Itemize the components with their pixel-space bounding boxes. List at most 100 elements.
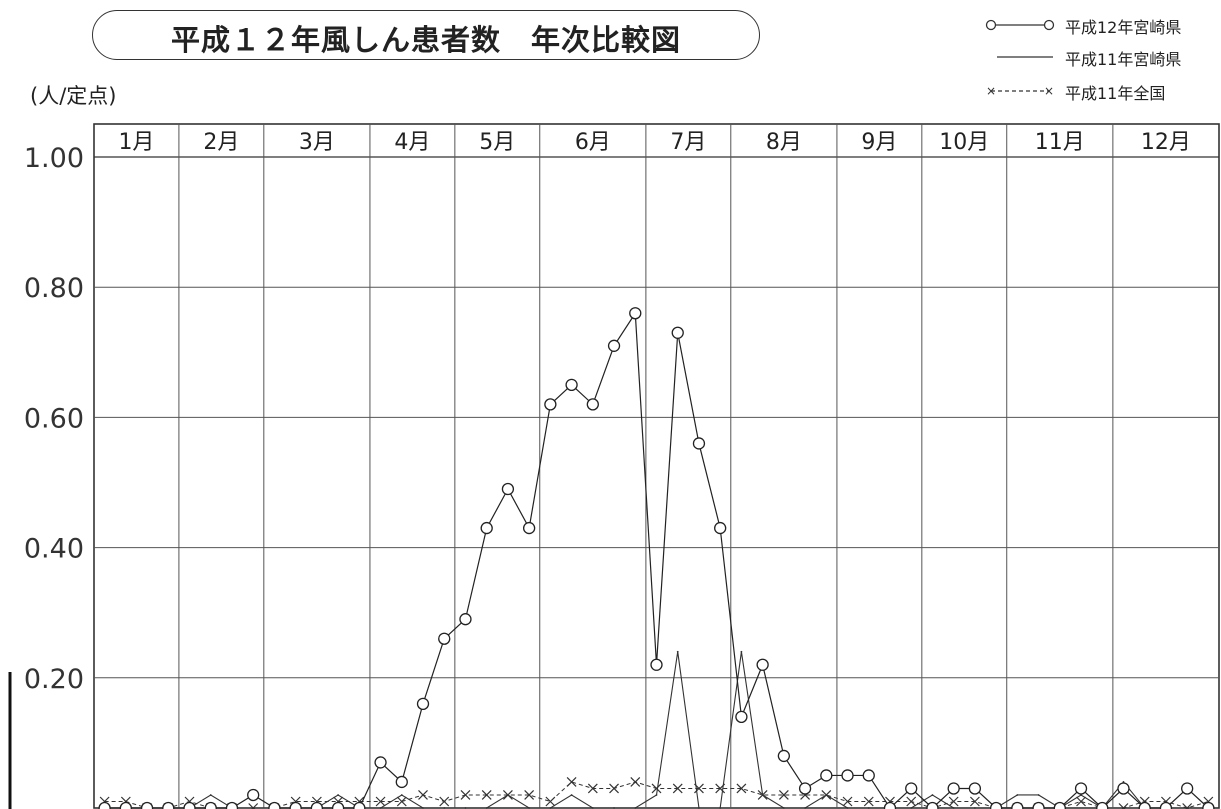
data-point-s12: [714, 521, 727, 535]
data-point-n11: [906, 796, 917, 807]
data-point-s12: [162, 801, 175, 809]
y-tick-label: 0.20: [24, 664, 84, 695]
data-point-n11: [948, 796, 959, 807]
data-point-s12: [926, 801, 939, 809]
svg-text:×: ×: [1044, 84, 1054, 98]
data-point-n11: [1076, 796, 1086, 807]
data-point-s12: [947, 782, 960, 795]
data-point-s12: [268, 801, 281, 809]
data-point-s12: [735, 710, 748, 724]
data-point-s12: [756, 658, 769, 671]
month-label: 10月: [939, 130, 989, 155]
series-s11: [103, 650, 1210, 809]
legend-item-n11: × × 平成11年全国: [983, 80, 1219, 103]
data-point-s11: [719, 807, 722, 809]
data-point-s12: [183, 801, 196, 809]
y-tick-label: 0.80: [24, 273, 84, 304]
data-point-n11: [566, 777, 577, 787]
data-point-n11: [418, 790, 428, 800]
y-tick-labels: 1.00 0.80 0.60 0.40 0.20: [24, 143, 84, 695]
data-point-s12: [140, 801, 154, 809]
data-point-s12: [438, 632, 451, 645]
data-point-n11: [502, 790, 513, 800]
data-point-s11: [570, 794, 573, 796]
data-point-s12: [247, 788, 260, 802]
data-point-s11: [698, 807, 700, 809]
data-point-s11: [952, 807, 955, 809]
data-point-s12: [395, 775, 408, 789]
series-line-s11: [104, 651, 1209, 809]
data-point-s11: [782, 807, 785, 809]
data-point-s12: [692, 437, 706, 450]
data-point-s11: [591, 807, 594, 809]
data-point-s11: [485, 807, 488, 809]
data-point-n11: [524, 790, 535, 800]
data-point-s11: [613, 807, 615, 809]
data-point-s12: [544, 398, 557, 411]
legend-label: 平成11年全国: [1065, 84, 1166, 103]
data-point-n11: [1182, 803, 1193, 809]
data-point-s12: [1096, 801, 1109, 809]
data-point-s12: [650, 658, 663, 671]
data-point-n11: [587, 783, 598, 794]
data-point-s12: [1053, 801, 1066, 809]
data-point-n11: [375, 796, 386, 807]
data-point-s12: [331, 801, 345, 809]
data-point-n11: [396, 796, 407, 807]
data-point-s12: [480, 521, 493, 535]
data-point-n11: [609, 783, 619, 794]
data-point-s11: [443, 807, 446, 809]
data-point-s12: [968, 782, 982, 795]
y-tick-label: 0.60: [24, 403, 84, 434]
data-point-s12: [501, 482, 515, 496]
data-point-n11: [863, 796, 874, 807]
data-point-s12: [310, 801, 324, 809]
data-point-s11: [973, 807, 976, 809]
legend-swatch-solid: [997, 56, 1053, 58]
data-point-n11: [481, 790, 492, 800]
y-axis-unit-label: (人/定点): [30, 84, 117, 108]
data-point-s12: [607, 339, 621, 352]
data-point-s11: [846, 807, 849, 809]
data-point-n11: [736, 783, 747, 794]
gridlines: [94, 286, 1219, 679]
data-point-n11: [715, 783, 726, 794]
data-point-s12: [1138, 801, 1151, 809]
data-point-s11: [337, 794, 340, 796]
plot-border: [93, 123, 1220, 809]
month-label: 12月: [1141, 130, 1191, 155]
month-label: 8月: [766, 130, 802, 155]
legend-item-s11: 平成11年宮崎県: [983, 46, 1219, 69]
data-point-s12: [225, 801, 239, 809]
title-banner: 平成１２年風しん患者数 年次比較図: [92, 10, 760, 60]
data-point-s11: [422, 807, 424, 809]
data-point-s11: [676, 650, 679, 653]
data-point-s11: [400, 794, 403, 796]
legend-swatch-cross-dashed: × ×: [986, 84, 1054, 98]
data-point-s11: [209, 794, 212, 796]
data-point-s11: [528, 807, 531, 809]
data-point-s12: [459, 613, 472, 626]
data-point-s12: [565, 378, 578, 392]
data-point-s12: [905, 782, 918, 795]
data-point-n11: [1118, 803, 1129, 809]
chart-title: 平成１２年風しん患者数 年次比較図: [170, 23, 681, 57]
data-point-s12: [798, 782, 812, 795]
y-tick-label: 0.40: [24, 534, 84, 565]
month-label: 4月: [394, 130, 430, 155]
legend-swatch-circle-solid: [985, 19, 1055, 31]
data-point-s12: [119, 801, 132, 809]
month-label: 9月: [861, 130, 897, 155]
data-point-s12: [98, 801, 111, 809]
data-point-s12: [1011, 801, 1024, 809]
data-point-s12: [204, 801, 217, 809]
data-point-n11: [460, 790, 471, 800]
data-point-n11: [248, 803, 259, 809]
series-s12: [98, 307, 1215, 809]
y-tick-label: 1.00: [24, 143, 84, 174]
data-point-s11: [464, 807, 467, 809]
data-point-s11: [740, 650, 743, 653]
month-header: 1月 2月 3月 4月 5月 6月 7月 8月 9月 10月 11月 12月: [118, 124, 1191, 808]
data-point-s12: [820, 769, 833, 782]
